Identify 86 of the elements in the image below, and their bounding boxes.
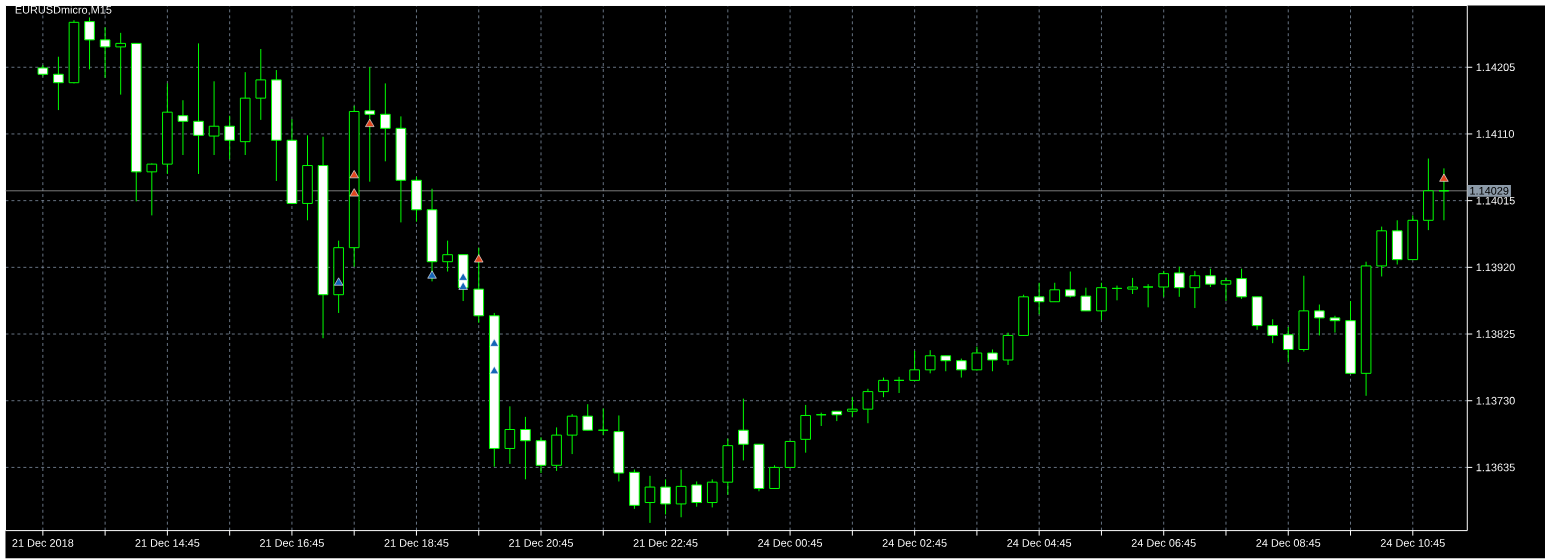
candlestick bbox=[1064, 271, 1076, 299]
candlestick bbox=[644, 475, 656, 524]
candlestick bbox=[1205, 268, 1216, 288]
candlestick bbox=[1142, 283, 1154, 309]
point bbox=[427, 270, 437, 279]
x-tick-label: 24 Dec 02:45 bbox=[882, 539, 947, 548]
candlestick bbox=[146, 163, 158, 217]
candlestick bbox=[1173, 266, 1185, 298]
x-tick-label: 21 Dec 14:45 bbox=[135, 539, 200, 548]
candlestick bbox=[520, 416, 531, 481]
candlestick bbox=[582, 403, 594, 431]
y-tick-label: 1.14205 bbox=[1476, 63, 1515, 72]
point bbox=[365, 119, 375, 128]
ref-line-label: 1.14029 bbox=[1470, 187, 1509, 195]
candlestick bbox=[956, 358, 967, 379]
point bbox=[458, 272, 468, 281]
candlestick bbox=[1189, 270, 1201, 309]
candlestick bbox=[706, 479, 718, 509]
candlestick bbox=[1158, 270, 1170, 298]
candlestick bbox=[1438, 168, 1450, 222]
x-tick-label: 24 Dec 10:45 bbox=[1380, 539, 1445, 548]
candlestick bbox=[1049, 282, 1061, 303]
y-tick-label: 1.13730 bbox=[1476, 397, 1515, 405]
y-tick-label: 1.13825 bbox=[1476, 330, 1515, 339]
y-tick-label: 1.14110 bbox=[1476, 130, 1514, 139]
candlestick bbox=[1080, 287, 1092, 312]
x-tick-label: 24 Dec 04:45 bbox=[1007, 539, 1072, 548]
point bbox=[458, 281, 468, 291]
x-tick-label: 24 Dec 00:45 bbox=[758, 539, 823, 548]
candlestick bbox=[193, 43, 204, 175]
candlestick bbox=[1314, 304, 1325, 337]
point bbox=[1439, 173, 1449, 182]
candlestick bbox=[84, 17, 95, 71]
candlestick bbox=[971, 346, 983, 372]
candlestick bbox=[53, 56, 64, 111]
candlestick bbox=[115, 32, 127, 96]
candlestick bbox=[442, 240, 453, 273]
x-tick-label: 24 Dec 06:45 bbox=[1131, 539, 1196, 548]
candlestick bbox=[893, 376, 905, 394]
y-tick-label: 1.14015 bbox=[1476, 197, 1515, 205]
y-tick-label: 1.13920 bbox=[1476, 263, 1515, 272]
candlestick bbox=[675, 469, 687, 519]
point bbox=[474, 254, 484, 263]
candlestick bbox=[1096, 282, 1107, 321]
candlestick bbox=[504, 406, 516, 465]
candlestick bbox=[691, 481, 703, 508]
candlestick bbox=[566, 413, 578, 455]
candlestick bbox=[1033, 282, 1045, 316]
candlestick bbox=[99, 26, 111, 79]
candlestick bbox=[1236, 268, 1247, 300]
x-tick-label: 21 Dec 16:45 bbox=[259, 539, 324, 548]
candlestick bbox=[177, 100, 189, 156]
candlestick bbox=[987, 349, 998, 372]
x-tick-label: 21 Dec 22:45 bbox=[633, 539, 698, 548]
candlestick bbox=[847, 396, 858, 418]
candlestick bbox=[660, 479, 671, 516]
point bbox=[349, 170, 359, 179]
candlestick bbox=[208, 81, 220, 156]
candlestick bbox=[769, 465, 780, 490]
candlestick bbox=[878, 377, 889, 398]
candlestick bbox=[1267, 319, 1279, 344]
candlestick bbox=[255, 48, 267, 121]
candlestick bbox=[224, 115, 235, 160]
candlestick bbox=[924, 349, 936, 375]
x-tick-label: 21 Dec 20:45 bbox=[509, 539, 573, 548]
candlestick bbox=[815, 412, 827, 427]
x-tick-label: 21 Dec 18:45 bbox=[384, 539, 449, 548]
candlestick bbox=[1220, 277, 1232, 302]
candlestick bbox=[1111, 285, 1123, 302]
candlestick bbox=[862, 388, 874, 424]
point bbox=[349, 188, 359, 197]
candlestick bbox=[909, 350, 920, 382]
y-tick-label: 1.13635 bbox=[1476, 463, 1515, 472]
candlestick bbox=[1329, 315, 1341, 334]
x-tick-label: 21 Dec 2018 bbox=[12, 539, 74, 548]
candlestick bbox=[800, 404, 811, 454]
chart-title: EURUSDmicro,M15 bbox=[15, 5, 112, 16]
candlestick bbox=[364, 67, 376, 183]
point bbox=[489, 338, 499, 347]
candlestick bbox=[597, 408, 609, 436]
point bbox=[334, 277, 344, 286]
candlestick bbox=[1282, 326, 1294, 363]
x-tick-label: 24 Dec 08:45 bbox=[1256, 539, 1321, 548]
point bbox=[489, 366, 499, 375]
candlestick bbox=[380, 83, 391, 163]
candlestick bbox=[738, 398, 749, 462]
